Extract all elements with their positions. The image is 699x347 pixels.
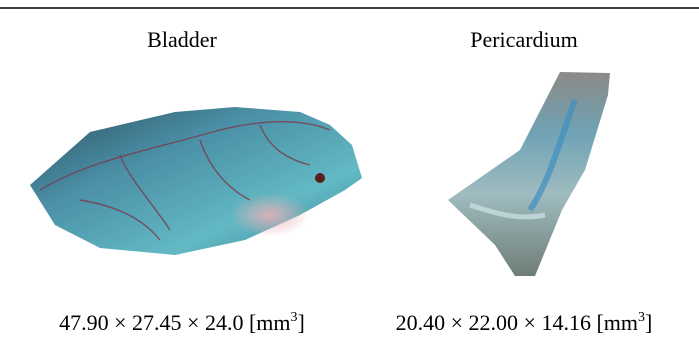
caption-superscript: 3 xyxy=(638,310,645,325)
bladder-image xyxy=(30,107,362,255)
caption-text: ] xyxy=(298,310,305,335)
column-title: Bladder xyxy=(147,27,217,52)
caption-text: ] xyxy=(645,310,652,335)
column-title: Pericardium xyxy=(470,27,578,52)
pericardium-image xyxy=(448,72,610,276)
caption-text: 47.90 × 27.45 × 24.0 [mm xyxy=(59,310,290,335)
caption: 20.40 × 22.00 × 14.16 [mm3] xyxy=(396,310,653,335)
caption-superscript: 3 xyxy=(291,310,298,325)
caption: 47.90 × 27.45 × 24.0 [mm3] xyxy=(59,310,305,335)
caption-text: 20.40 × 22.00 × 14.16 [mm xyxy=(396,310,638,335)
figure: Bladder Pericardium 47.90 × 27.45 × 24.0… xyxy=(0,0,699,347)
